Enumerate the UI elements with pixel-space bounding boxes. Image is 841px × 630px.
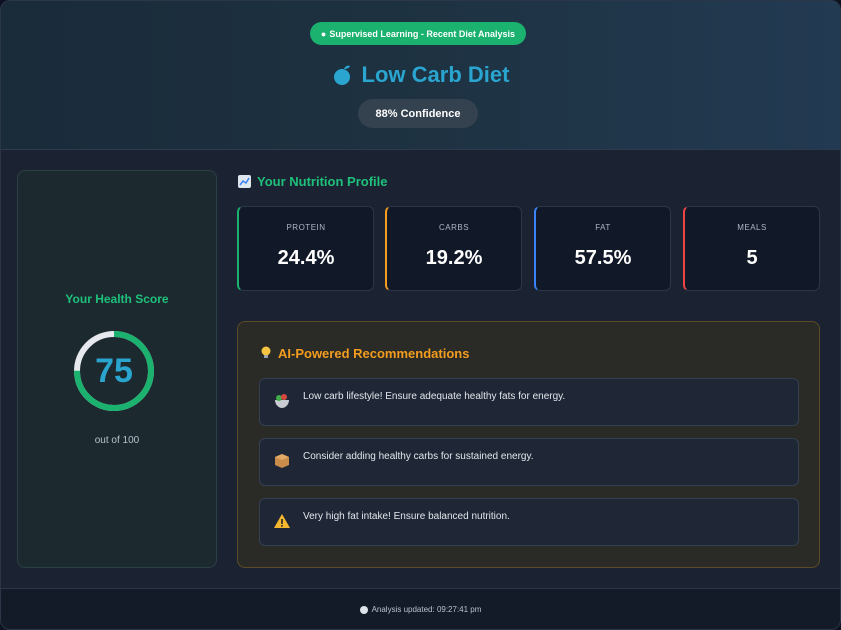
health-score-title: Your Health Score xyxy=(65,292,169,306)
stat-value: 24.4% xyxy=(277,247,335,269)
header: ● Supervised Learning - Recent Diet Anal… xyxy=(1,1,840,150)
stat-card-protein: PROTEIN 24.4% xyxy=(237,206,374,291)
stat-value: 5 xyxy=(746,247,758,269)
brain-icon: ● xyxy=(320,28,327,39)
recommendation-item: Low carb lifestyle! Ensure adequate heal… xyxy=(259,378,799,426)
recommendations-title: AI-Powered Recommendations xyxy=(260,344,469,362)
box-icon xyxy=(272,452,292,472)
chart-icon xyxy=(238,174,251,188)
last-updated-text: Analysis updated: 09:27:41 pm xyxy=(371,605,482,614)
recommendation-text: Consider adding healthy carbs for sustai… xyxy=(303,451,534,462)
health-score-value: 75 xyxy=(95,351,133,390)
stat-label: FAT xyxy=(595,223,611,232)
health-score-subtitle: out of 100 xyxy=(94,435,140,446)
clock-icon xyxy=(359,605,368,614)
nutrition-profile-title: Your Nutrition Profile xyxy=(238,172,387,190)
footer: Analysis updated: 09:27:41 pm xyxy=(1,588,840,629)
nutrition-profile-label: Your Nutrition Profile xyxy=(257,173,388,189)
recommendations-panel: AI-Powered Recommendations Low carb life… xyxy=(237,321,820,568)
lightbulb-icon xyxy=(261,346,271,358)
recommendation-item: Consider adding healthy carbs for sustai… xyxy=(259,438,799,486)
diet-name: Low Carb Diet xyxy=(361,62,510,87)
stat-card-meals: MEALS 5 xyxy=(683,206,820,291)
warning-icon xyxy=(272,512,292,532)
diet-title: Low Carb Diet xyxy=(1,59,840,91)
recommendation-item: Very high fat intake! Ensure balanced nu… xyxy=(259,498,799,546)
apple-icon xyxy=(333,65,350,85)
badge-label: Supervised Learning - Recent Diet Analys… xyxy=(329,28,516,39)
health-score-panel: Your Health Score 75 out of 100 xyxy=(17,170,217,568)
health-score-ring xyxy=(74,331,154,411)
stat-value: 57.5% xyxy=(574,247,632,269)
confidence-pill: 88% Confidence xyxy=(358,99,478,128)
recommendation-text: Very high fat intake! Ensure balanced nu… xyxy=(303,511,510,522)
stat-label: MEALS xyxy=(737,223,767,232)
stat-label: PROTEIN xyxy=(286,223,326,232)
stat-label: CARBS xyxy=(438,223,470,232)
stat-card-carbs: CARBS 19.2% xyxy=(385,206,522,291)
stat-value: 19.2% xyxy=(425,247,483,269)
recommendations-label: AI-Powered Recommendations xyxy=(278,345,470,361)
stat-card-fat: FAT 57.5% xyxy=(534,206,671,291)
recommendation-text: Low carb lifestyle! Ensure adequate heal… xyxy=(303,391,566,402)
salad-icon xyxy=(272,392,292,412)
model-badge: ● Supervised Learning - Recent Diet Anal… xyxy=(310,22,526,45)
